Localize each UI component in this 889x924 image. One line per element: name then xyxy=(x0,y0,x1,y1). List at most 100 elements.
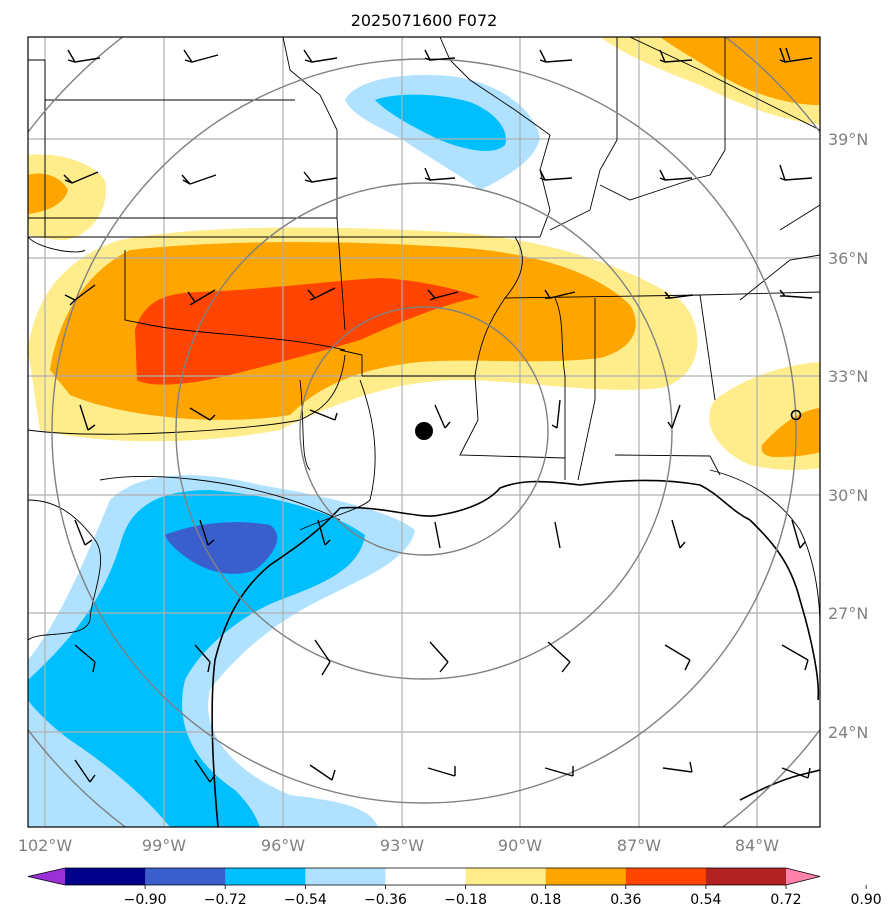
wind-barb xyxy=(181,174,217,185)
colorbar-tick-label: 0.36 xyxy=(610,892,641,908)
wind-barb xyxy=(309,409,338,421)
wind-barb xyxy=(307,287,336,301)
wind-barb xyxy=(791,519,806,549)
contour-pos-red-core xyxy=(135,278,480,385)
wind-barb xyxy=(779,47,813,63)
lon-tick-label: 90°W xyxy=(498,836,542,855)
wind-barb xyxy=(544,766,574,777)
colorbar-outline xyxy=(27,867,821,886)
wind-barb xyxy=(781,767,811,779)
lat-tick-label: 36°N xyxy=(828,249,868,268)
wind-barb xyxy=(424,49,456,61)
wind-barb xyxy=(781,644,809,671)
colorbar: −0.90 −0.72 −0.54 −0.36 −0.18 0.18 0.36 0.54 0.7… xyxy=(27,867,882,908)
wind-barb xyxy=(74,759,96,783)
wind-barb xyxy=(544,289,576,299)
contour-mo-blue xyxy=(375,94,506,152)
colorbar-tick-label: −0.72 xyxy=(204,892,247,908)
colorbar-segment xyxy=(145,868,226,885)
lon-tick-label: 87°W xyxy=(617,836,661,855)
wind-barb xyxy=(664,291,694,299)
colorbar-segment xyxy=(465,868,547,885)
colorbar-tick-label: 0.90 xyxy=(851,892,882,908)
colorbar-tick-label: −0.36 xyxy=(364,892,407,908)
wind-barb xyxy=(434,404,451,429)
wind-barb xyxy=(317,519,331,546)
wind-barb xyxy=(79,404,96,431)
wind-barb xyxy=(429,641,449,673)
colorbar-tick-label: 0.54 xyxy=(690,892,721,908)
wind-barb xyxy=(664,644,691,671)
wind-barb xyxy=(74,644,96,673)
wind-barb xyxy=(183,49,219,63)
colorbar-tick-label: 0.18 xyxy=(530,892,561,908)
wind-barb xyxy=(659,49,693,63)
colorbar-segment xyxy=(225,868,306,885)
contour-ne-orange xyxy=(660,37,820,105)
wind-barb xyxy=(667,404,681,429)
wind-barb xyxy=(63,171,99,184)
wind-barb xyxy=(67,49,101,63)
lat-tick-label: 30°N xyxy=(828,486,868,505)
wind-barb xyxy=(194,759,216,783)
wind-barb xyxy=(427,766,456,777)
lon-tick-label: 96°W xyxy=(261,836,305,855)
contour-ga-orange xyxy=(761,408,820,457)
wind-barb xyxy=(314,639,331,676)
wind-barb xyxy=(547,641,571,673)
wind-barb xyxy=(659,169,693,181)
center-point-marker xyxy=(415,422,433,440)
wind-barb xyxy=(779,289,813,299)
colorbar-extend-high xyxy=(786,868,820,885)
lat-tick-labels: 39°N 36°N 33°N 30°N 27°N 24°N xyxy=(828,130,868,742)
wind-barb xyxy=(424,167,456,181)
figure-title: 2025071600 F072 xyxy=(351,11,498,30)
lat-tick-label: 33°N xyxy=(828,367,868,386)
colorbar-segment xyxy=(625,868,707,885)
lat-tick-label: 39°N xyxy=(828,130,868,149)
colorbar-tick-label: 0.72 xyxy=(770,892,801,908)
colorbar-segment xyxy=(705,868,787,885)
colorbar-extend-low xyxy=(28,868,65,885)
lat-tick-label: 24°N xyxy=(828,723,868,742)
wind-barb xyxy=(187,289,216,306)
contour-tx-blue xyxy=(28,490,365,827)
colorbar-segment xyxy=(545,868,627,885)
wind-barb xyxy=(551,399,561,429)
wind-barb xyxy=(539,169,573,181)
colorbar-tick-label: −0.18 xyxy=(444,892,487,908)
colorbar-segment xyxy=(65,868,146,885)
wind-barb xyxy=(434,521,441,549)
colorbar-tick-label: −0.90 xyxy=(124,892,167,908)
lon-tick-label: 93°W xyxy=(380,836,424,855)
wind-barb xyxy=(671,519,686,549)
lon-tick-label: 102°W xyxy=(18,836,73,855)
secondary-point-marker xyxy=(790,409,802,421)
contour-tx-darkblue xyxy=(165,522,278,574)
lon-tick-label: 84°W xyxy=(735,836,779,855)
map-frame xyxy=(27,36,821,828)
wind-barb xyxy=(74,519,93,546)
lon-tick-label: 99°W xyxy=(142,836,186,855)
wind-barb xyxy=(427,289,459,301)
wind-barb xyxy=(303,171,338,183)
wind-barb xyxy=(779,164,813,181)
contour-kansas-orange xyxy=(28,173,68,214)
colorbar-tick-label: −0.54 xyxy=(284,892,327,908)
wind-barb xyxy=(309,764,336,781)
wind-barb xyxy=(303,49,338,63)
wind-barb xyxy=(539,49,573,63)
colorbar-segment xyxy=(385,868,467,885)
wind-barbs xyxy=(63,47,813,783)
wind-barb xyxy=(199,519,215,546)
lat-tick-label: 27°N xyxy=(828,604,868,623)
state-borders xyxy=(28,37,820,641)
coastline xyxy=(211,479,820,827)
wind-barb xyxy=(194,644,211,673)
lon-tick-labels: 102°W 99°W 96°W 93°W 90°W 87°W 84°W xyxy=(18,836,779,855)
wind-barb xyxy=(64,284,96,306)
colorbar-segment xyxy=(305,868,386,885)
